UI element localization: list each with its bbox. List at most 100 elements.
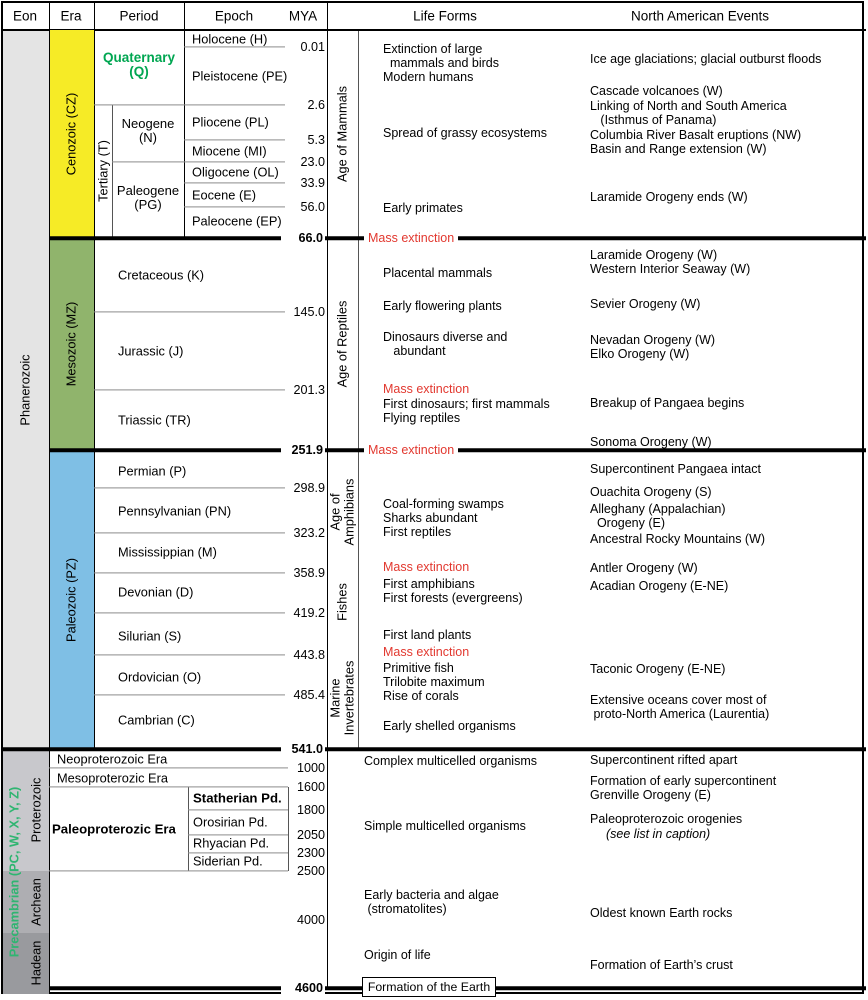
- event-item: Columbia River Basalt eruptions (NW) Bas…: [590, 128, 802, 157]
- era-cell: [49, 238, 94, 450]
- event-item: Cascade volcanoes (W): [590, 84, 723, 98]
- mass-extinction-label: Mass extinction: [364, 231, 459, 246]
- mya-value: 56.0: [300, 200, 325, 214]
- life-form-item: Dinosaurs diverse and abundant: [383, 330, 508, 359]
- header-life-forms: Life Forms: [413, 8, 477, 24]
- mya-boundary-line: [184, 139, 285, 141]
- epoch-label: Oligocene (OL): [192, 164, 279, 180]
- divider-era-period: [94, 1, 95, 750]
- mya-value: 33.9: [300, 176, 325, 190]
- mya-boundary-line: [184, 46, 285, 48]
- era-label: Mesozoic (MZ): [63, 301, 79, 387]
- period-label: Silurian (S): [118, 628, 182, 644]
- life-form-item: Placental mammals: [383, 266, 493, 280]
- divider-period-epoch: [184, 1, 185, 238]
- precambrian-era-row: Neoproterozoic Era: [57, 751, 168, 767]
- epoch-label: Miocene (MI): [192, 143, 267, 159]
- divider-tertiary: [112, 105, 113, 238]
- age-label: Age of Reptiles: [334, 300, 350, 388]
- era-label-paleoproterozoic: Paleoproterozic Era: [52, 821, 176, 837]
- divider-mya-life: [327, 1, 328, 988]
- mya-boundary-line: [188, 834, 288, 836]
- life-form-item: Spread of grassy ecosystems: [383, 126, 547, 140]
- precambrian-period-row: Statherian Pd.: [193, 790, 282, 806]
- mya-value: 298.9: [293, 481, 325, 495]
- mya-boundary-line: [94, 572, 285, 574]
- eon-label-phanerozoic: Phanerozoic: [17, 354, 33, 426]
- event-item: Sevier Orogeny (W): [590, 297, 701, 311]
- mya-boundary-line: [94, 532, 285, 534]
- header-mya: MYA: [288, 8, 318, 24]
- life-form-item: Extinction of large mammals and birds Mo…: [383, 42, 500, 85]
- mass-extinction-label: Mass extinction: [383, 560, 470, 574]
- pc-period-box-left: [188, 787, 189, 871]
- event-item: Supercontinent Pangaea intact: [590, 462, 761, 476]
- eon-cell-phanerozoic: [3, 30, 49, 749]
- life-form-item: Complex multicelled organisms: [364, 754, 537, 768]
- event-item: Linking of North and South America (Isth…: [590, 99, 787, 128]
- mya-value: 2500: [296, 864, 325, 878]
- event-item: (see list in caption): [606, 827, 711, 841]
- era-label: Paleozoic (PZ): [63, 558, 79, 642]
- epoch-label: Holocene (H): [192, 31, 268, 47]
- event-item: Nevadan Orogeny (W) Elko Orogeny (W): [590, 333, 716, 362]
- header-divider: [1, 28, 866, 31]
- era-cell: [49, 450, 94, 750]
- mya-value: 358.9: [293, 566, 325, 580]
- event-item: Paleoproterozoic orogenies: [590, 812, 743, 826]
- period-label-tertiary: Tertiary (T): [95, 140, 111, 202]
- event-item: Antler Orogeny (W): [590, 561, 698, 575]
- mya-boundary-line: [94, 612, 285, 614]
- mya-value: 4000: [296, 913, 325, 927]
- period-label-neogene: Neogene (N): [121, 116, 175, 145]
- mya-value: 485.4: [293, 688, 325, 702]
- period-label: Cretaceous (K): [118, 267, 205, 283]
- epoch-label: Eocene (E): [192, 187, 257, 203]
- period-label-paleogene: Paleogene (PG): [116, 183, 180, 212]
- life-form-item: First land plants: [383, 628, 472, 642]
- age-label: Age of Amphibians: [327, 478, 357, 546]
- mya-value: 323.2: [293, 526, 325, 540]
- mass-extinction-label: Mass extinction: [364, 443, 459, 458]
- event-item: Formation of Earth’s crust: [590, 958, 733, 972]
- pc-period-box-right: [288, 787, 289, 871]
- precambrian-eon-band: [3, 871, 49, 933]
- precambrian-eon-band: [3, 933, 49, 994]
- mya-value: 5.3: [307, 133, 325, 147]
- mya-boundary-line: [188, 852, 288, 854]
- life-form-item: Simple multicelled organisms: [364, 819, 526, 833]
- mya-boundary-line: [184, 206, 285, 208]
- header-epoch: Epoch: [214, 8, 254, 24]
- mya-value: 201.3: [293, 383, 325, 397]
- mya-boundary-line: [188, 809, 288, 811]
- event-item: Supercontinent rifted apart: [590, 753, 738, 767]
- era-label: Cenozoic (CZ): [63, 92, 79, 176]
- life-form-item: First dinosaurs; first mammals Flying re…: [383, 397, 550, 426]
- mya-value: 443.8: [293, 648, 325, 662]
- event-item: Laramide Orogeny ends (W): [590, 190, 748, 204]
- period-label: Permian (P): [118, 463, 187, 479]
- precambrian-eon-band: [3, 750, 49, 871]
- mya-boundary-line: [49, 786, 288, 788]
- precambrian-period-row: Orosirian Pd.: [193, 814, 268, 830]
- period-label: Ordovician (O): [118, 669, 202, 685]
- life-form-item: Coal-forming swamps Sharks abundant Firs…: [383, 497, 504, 540]
- mass-extinction-label: Mass extinction: [383, 382, 470, 396]
- mya-boundary-line: [94, 389, 285, 391]
- precambrian-eon-label: Proterozoic: [28, 777, 44, 843]
- event-item: Taconic Orogeny (E-NE): [590, 662, 726, 676]
- age-label: Age of Mammals: [334, 85, 350, 183]
- mya-value: 251.9: [281, 442, 325, 458]
- event-item: Extensive oceans cover most of proto-Nor…: [590, 693, 770, 722]
- mya-value: 2.6: [307, 98, 325, 112]
- mya-boundary-line: [94, 654, 285, 656]
- mya-boundary-line: [184, 182, 285, 184]
- formation-of-earth-box: Formation of the Earth: [362, 977, 496, 997]
- mya-boundary-line: [49, 870, 288, 872]
- header-period: Period: [119, 8, 159, 24]
- mya-boundary-line: [94, 311, 285, 313]
- header-era: Era: [60, 8, 82, 24]
- mass-extinction-label: Mass extinction: [383, 645, 470, 659]
- event-item: Alleghany (Appalachian) Orogeny (E): [590, 502, 726, 531]
- life-form-item: Early shelled organisms: [383, 719, 516, 733]
